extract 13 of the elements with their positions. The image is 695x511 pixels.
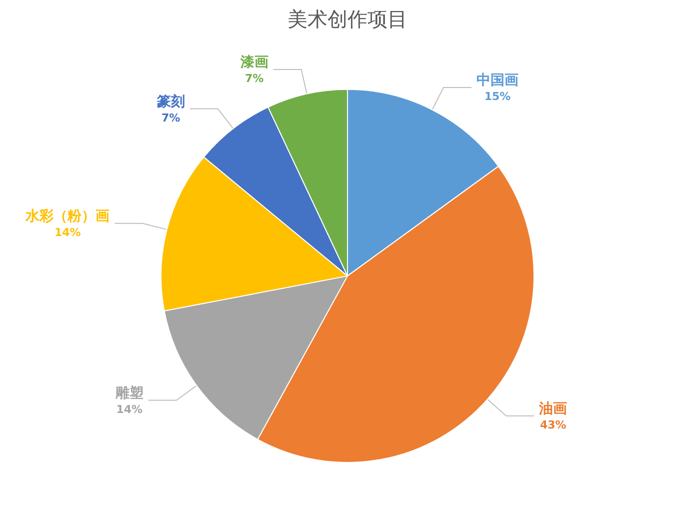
data-label: 7% bbox=[162, 111, 180, 124]
slice-label: 漆画 bbox=[239, 54, 268, 71]
data-label: 15% bbox=[484, 90, 511, 103]
slice-label: 雕塑 bbox=[114, 384, 144, 402]
data-label: 7% bbox=[245, 72, 264, 86]
chart-title: 美术创作项目 bbox=[288, 7, 408, 31]
data-label: 43% bbox=[540, 418, 566, 432]
data-label: 14% bbox=[54, 226, 81, 239]
slice-label: 水彩（粉）画 bbox=[24, 208, 110, 224]
slice-label: 篆刻 bbox=[156, 92, 185, 110]
slice-label: 中国画 bbox=[476, 72, 519, 88]
data-label: 14% bbox=[116, 402, 143, 416]
slice-label: 油画 bbox=[538, 400, 568, 417]
